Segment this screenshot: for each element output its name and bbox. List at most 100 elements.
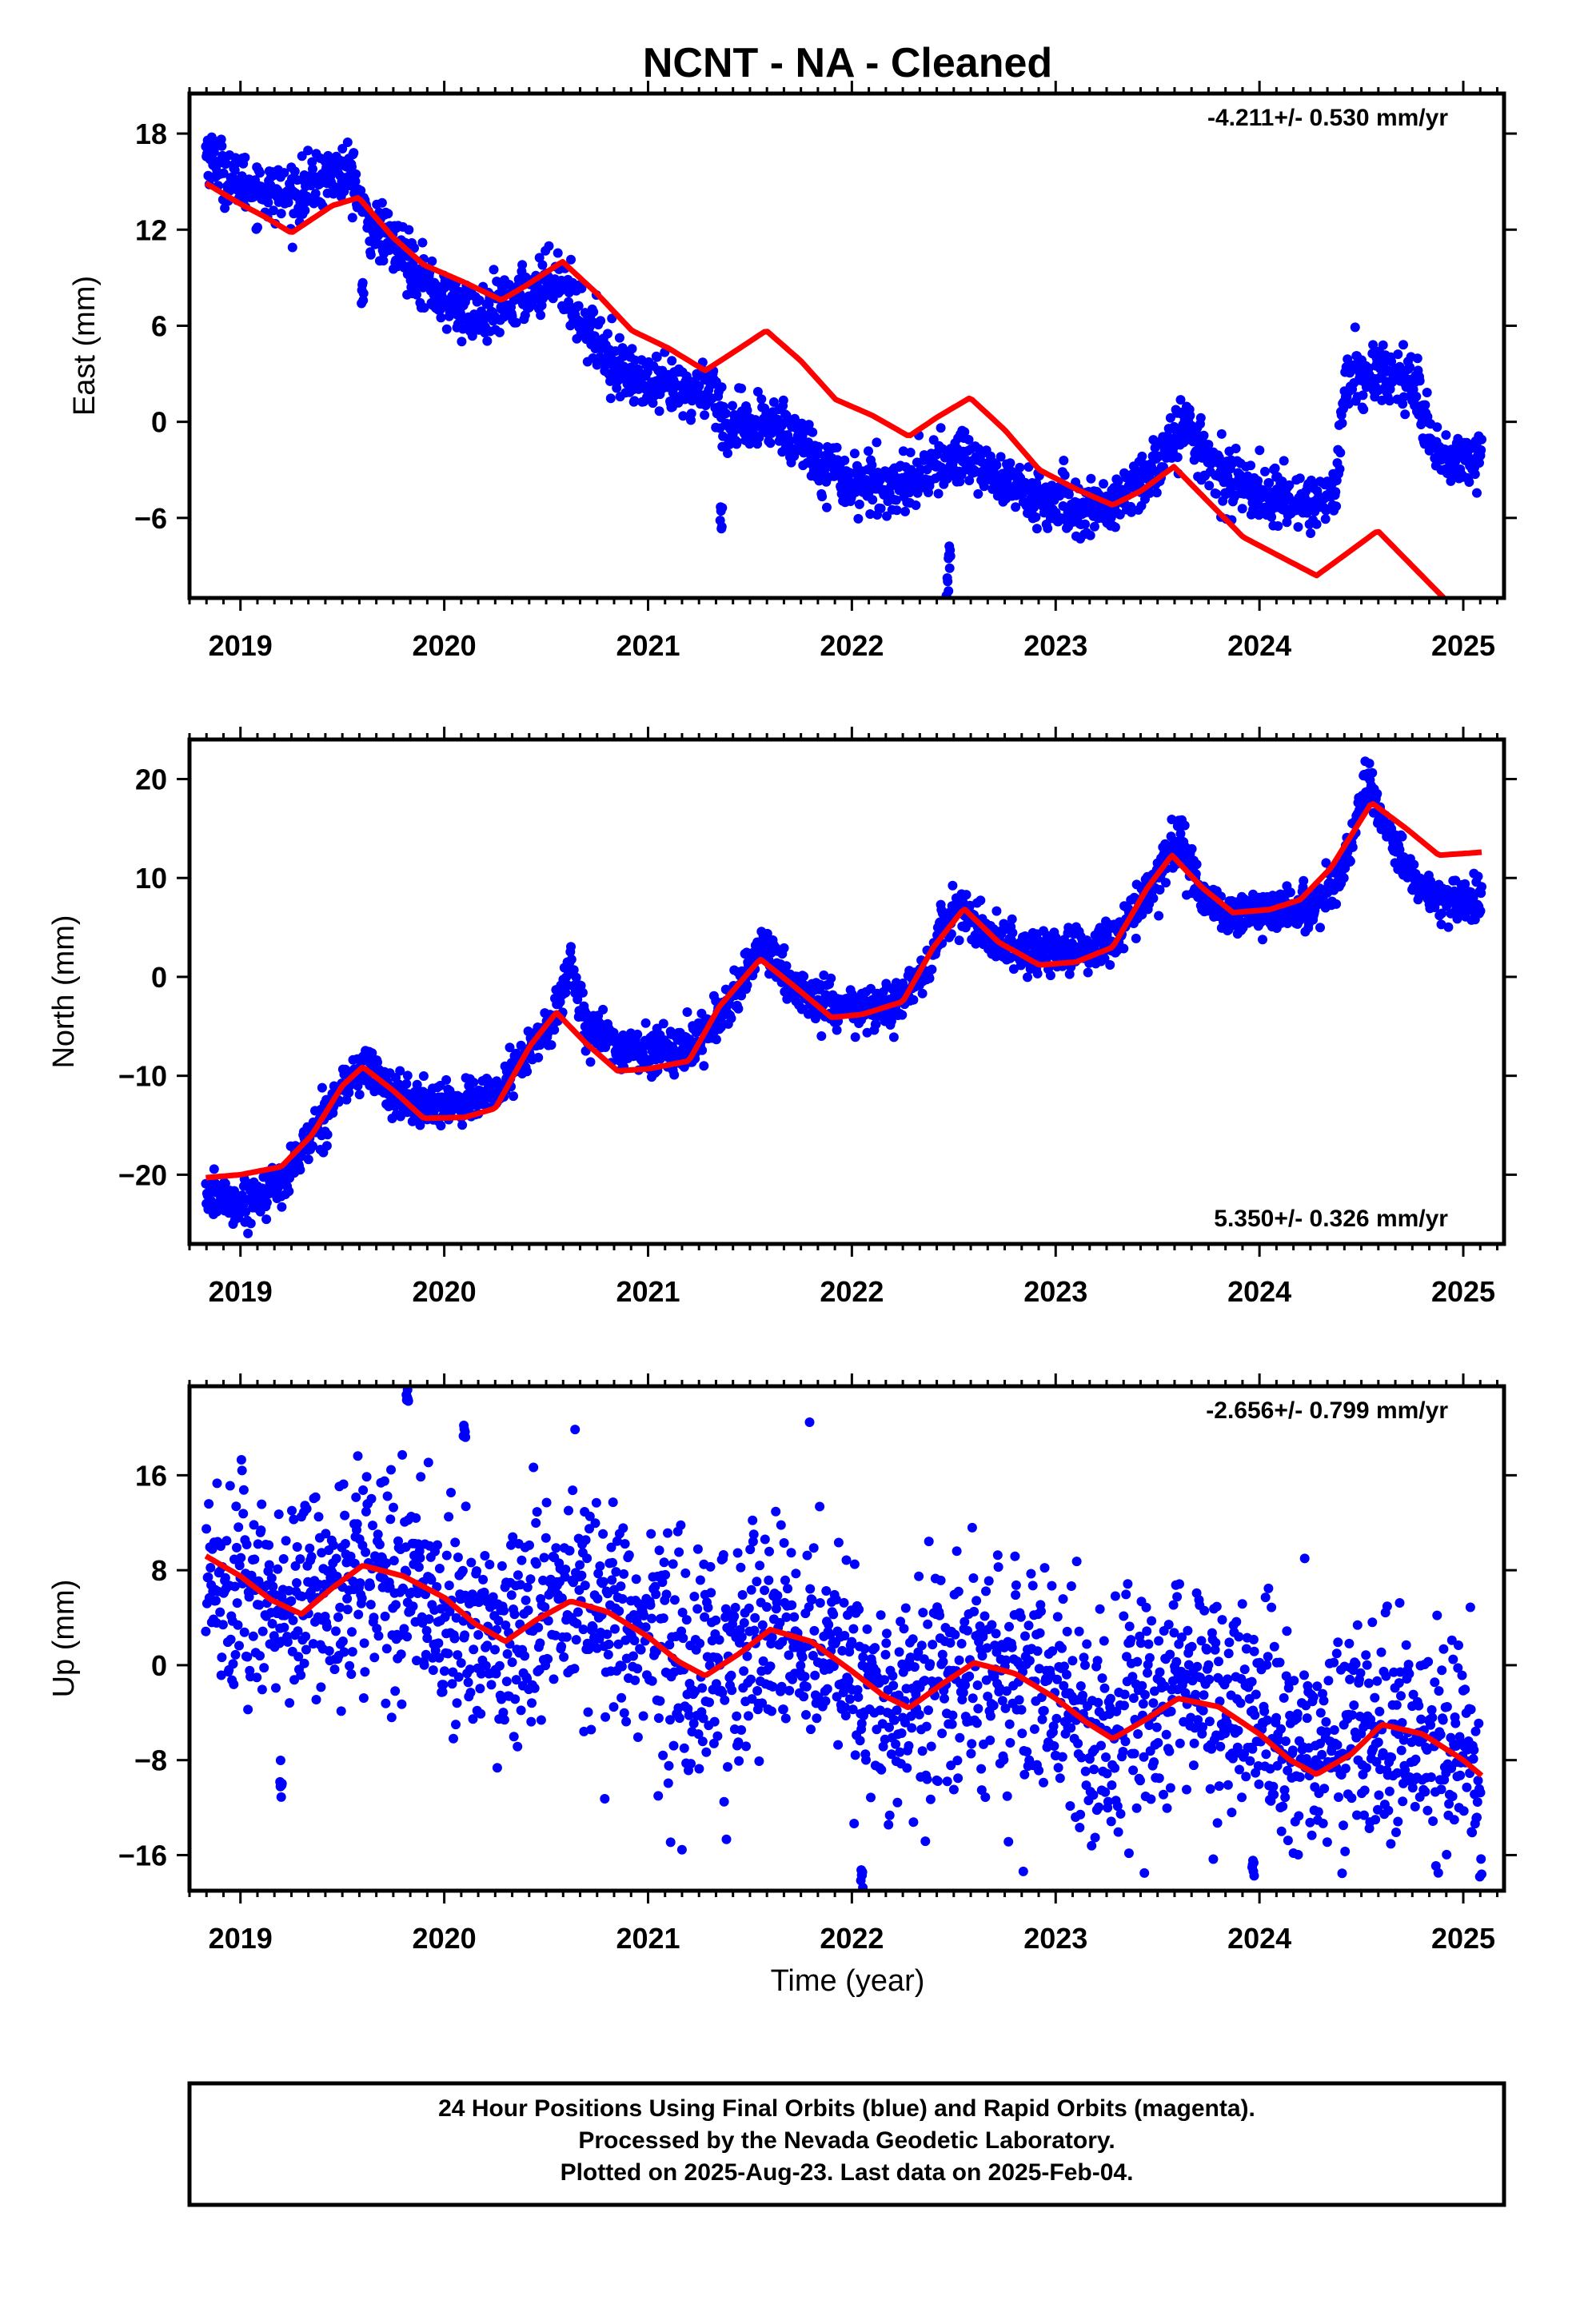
data-point (567, 955, 577, 964)
data-point (1477, 882, 1486, 891)
data-point (225, 1481, 235, 1491)
data-point (1400, 409, 1410, 419)
x-tick-label: 2020 (413, 629, 477, 662)
data-point (1173, 452, 1183, 462)
data-point (242, 1540, 252, 1549)
outlier-point (943, 576, 952, 586)
north-rate-label: 5.350+/- 0.326 mm/yr (1214, 1206, 1448, 1232)
data-point (292, 1578, 301, 1588)
data-point (732, 437, 742, 447)
data-point (864, 446, 873, 456)
data-point (255, 1651, 265, 1660)
data-point (343, 138, 353, 147)
data-point (217, 142, 226, 151)
data-point (723, 448, 732, 458)
data-point (1192, 859, 1202, 869)
data-point (482, 337, 492, 346)
data-point (369, 1612, 379, 1622)
data-point (361, 1548, 370, 1557)
data-point (377, 198, 387, 208)
data-point (1260, 467, 1270, 476)
data-point (238, 1509, 248, 1518)
data-point (353, 1519, 362, 1529)
data-point (925, 974, 935, 983)
data-point (314, 1512, 324, 1521)
data-point (1351, 322, 1360, 332)
data-point (1154, 911, 1163, 921)
data-point (549, 1025, 559, 1034)
data-point (814, 442, 824, 452)
data-point (258, 1627, 268, 1636)
data-point (1185, 411, 1195, 421)
data-point (1398, 340, 1408, 349)
data-point (606, 393, 616, 403)
data-point (257, 1500, 266, 1509)
data-point (1231, 444, 1241, 453)
data-point (1299, 876, 1308, 886)
data-point (1335, 464, 1345, 474)
x-tick-label: 2024 (1227, 1275, 1291, 1308)
data-point (1346, 856, 1355, 866)
data-point (239, 1485, 249, 1495)
y-tick-label: 12 (135, 213, 167, 246)
data-point (242, 1652, 252, 1662)
data-point (1099, 479, 1108, 488)
data-point (342, 1594, 352, 1604)
data-point (1335, 448, 1345, 457)
data-point (383, 209, 393, 218)
data-point (799, 971, 808, 981)
data-point (360, 1667, 369, 1676)
data-point (712, 1034, 721, 1044)
data-point (267, 1573, 277, 1583)
data-point (817, 492, 827, 501)
east-rate-label: -4.211+/- 0.530 mm/yr (1207, 105, 1448, 131)
data-point (782, 961, 792, 971)
data-point (1279, 456, 1289, 465)
data-point (261, 1214, 271, 1224)
data-point (1199, 431, 1209, 440)
data-point (360, 1638, 369, 1648)
data-point (359, 1693, 369, 1703)
data-point (231, 1650, 241, 1660)
data-point (240, 153, 249, 162)
data-point (284, 1186, 293, 1196)
data-point (1033, 969, 1043, 979)
data-point (976, 895, 985, 905)
data-point (1217, 429, 1227, 439)
data-point (1476, 907, 1486, 916)
data-point (252, 1672, 261, 1682)
data-point (329, 1541, 338, 1550)
data-point (301, 1632, 310, 1641)
data-point (1007, 928, 1017, 938)
data-point (586, 1057, 596, 1066)
data-point (271, 1683, 281, 1692)
data-point (699, 1061, 708, 1070)
data-point (229, 1659, 238, 1668)
data-point (991, 460, 1001, 470)
data-point (283, 1637, 293, 1647)
data-point (338, 1636, 348, 1646)
data-point (1161, 878, 1171, 887)
data-point (317, 1083, 327, 1093)
data-point (667, 356, 676, 365)
data-point (401, 1079, 411, 1089)
y-tick-label: 0 (151, 961, 167, 994)
data-point (457, 1120, 467, 1130)
data-point (1152, 488, 1162, 497)
data-point (417, 238, 427, 248)
data-point (962, 890, 972, 899)
data-point (547, 1040, 557, 1050)
data-point (991, 907, 1001, 916)
data-point (281, 1536, 291, 1545)
data-point (373, 1529, 383, 1539)
data-point (347, 1627, 357, 1636)
data-point (457, 337, 466, 346)
data-point (255, 168, 265, 177)
data-point (1204, 480, 1214, 490)
data-point (927, 965, 936, 975)
data-point (876, 504, 886, 513)
data-point (1119, 944, 1128, 954)
x-tick-label: 2023 (1023, 1275, 1087, 1308)
data-point (288, 243, 297, 253)
